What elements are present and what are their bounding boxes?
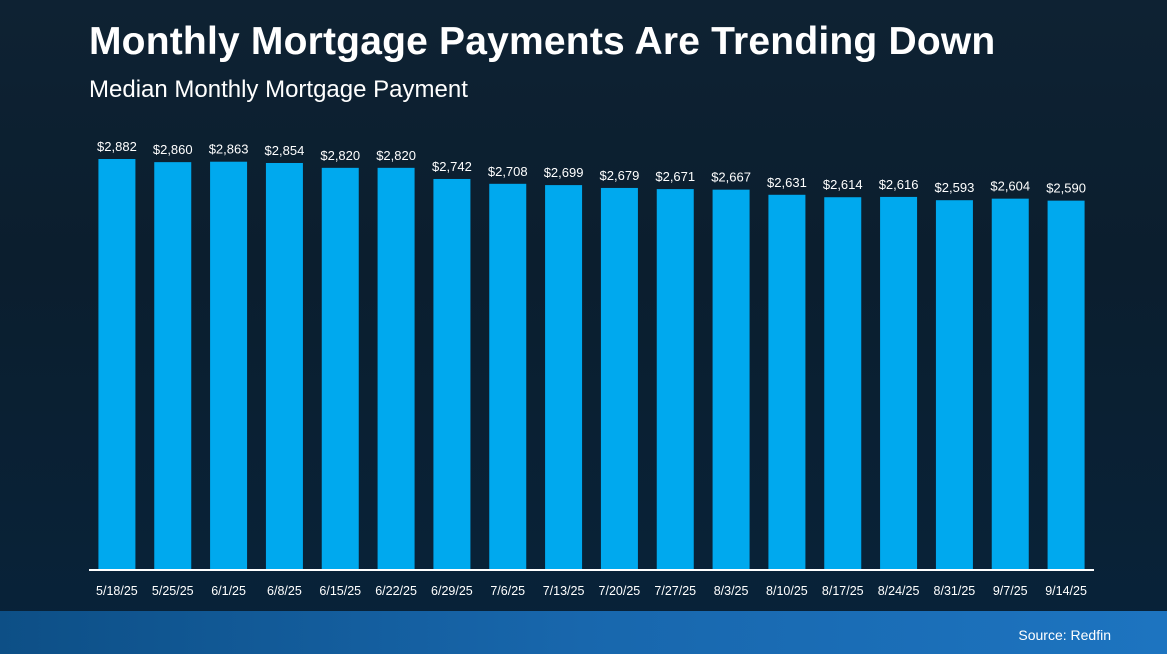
x-tick-label: 6/22/25 [375,584,417,598]
bar-7/27/25 [656,189,694,570]
bar-6/15/25 [321,167,359,570]
bar-8/31/25 [935,200,973,570]
data-label: $2,708 [488,164,528,179]
x-tick-label: 6/15/25 [319,584,361,598]
x-tick-labels-group: 5/18/25 5/25/25 6/1/25 6/8/25 6/15/25 6/22/25… [96,584,1087,598]
data-label: $2,593 [935,180,975,195]
x-tick-label: 6/8/25 [267,584,302,598]
x-tick-label: 8/10/25 [766,584,808,598]
x-tick-label: 7/6/25 [490,584,525,598]
data-label: $2,631 [767,175,807,190]
data-label: $2,679 [600,168,640,183]
data-label: $2,860 [153,142,193,157]
data-label: $2,614 [823,177,863,192]
x-tick-label: 8/17/25 [822,584,864,598]
data-label: $2,699 [544,165,584,180]
bar-6/1/25 [210,161,248,570]
bar-6/29/25 [433,178,471,570]
bar-9/14/25 [1047,200,1085,570]
chart-title: Monthly Mortgage Payments Are Trending D… [89,20,996,63]
data-label: $2,590 [1046,181,1086,196]
bar-7/6/25 [489,183,527,570]
x-tick-label: 9/7/25 [993,584,1028,598]
data-label: $2,882 [97,139,137,154]
x-tick-label: 6/1/25 [211,584,246,598]
x-tick-label: 8/3/25 [714,584,749,598]
x-tick-label: 5/25/25 [152,584,194,598]
bar-8/10/25 [768,194,806,571]
bar-6/22/25 [377,167,415,570]
value-labels-group: $2,882 $2,860 $2,863 $2,854 $2,820 $2,820 $2,7… [97,139,1086,196]
x-tick-label: 6/29/25 [431,584,473,598]
bar-5/25/25 [154,162,192,570]
data-label: $2,671 [655,169,695,184]
data-label: $2,604 [990,179,1030,194]
data-label: $2,742 [432,159,472,174]
data-label: $2,863 [209,142,249,157]
footer-band: Source: Redfin [0,611,1167,654]
x-tick-label: 5/18/25 [96,584,138,598]
chart-subtitle: Median Monthly Mortgage Payment [89,76,468,103]
x-tick-label: 8/31/25 [934,584,976,598]
bars-group [98,159,1085,571]
bar-5/18/25 [98,159,136,570]
data-label: $2,854 [265,143,305,158]
bar-8/17/25 [824,197,862,570]
x-tick-label: 8/24/25 [878,584,920,598]
bar-9/7/25 [991,198,1029,570]
x-tick-label: 9/14/25 [1045,584,1087,598]
data-label: $2,616 [879,177,919,192]
bar-8/3/25 [712,189,750,570]
x-tick-label: 7/27/25 [654,584,696,598]
bar-7/20/25 [600,187,638,570]
bar-8/24/25 [880,196,918,570]
data-label: $2,820 [320,148,360,163]
bar-6/8/25 [265,162,303,571]
source-note: Source: Redfin [1018,627,1111,643]
bar-chart: $2,882 $2,860 $2,863 $2,854 $2,820 $2,820 $2,7… [96,139,1087,598]
x-tick-label: 7/13/25 [543,584,585,598]
x-tick-label: 7/20/25 [599,584,641,598]
data-label: $2,820 [376,148,416,163]
data-label: $2,667 [711,170,751,185]
bar-7/13/25 [545,185,583,570]
